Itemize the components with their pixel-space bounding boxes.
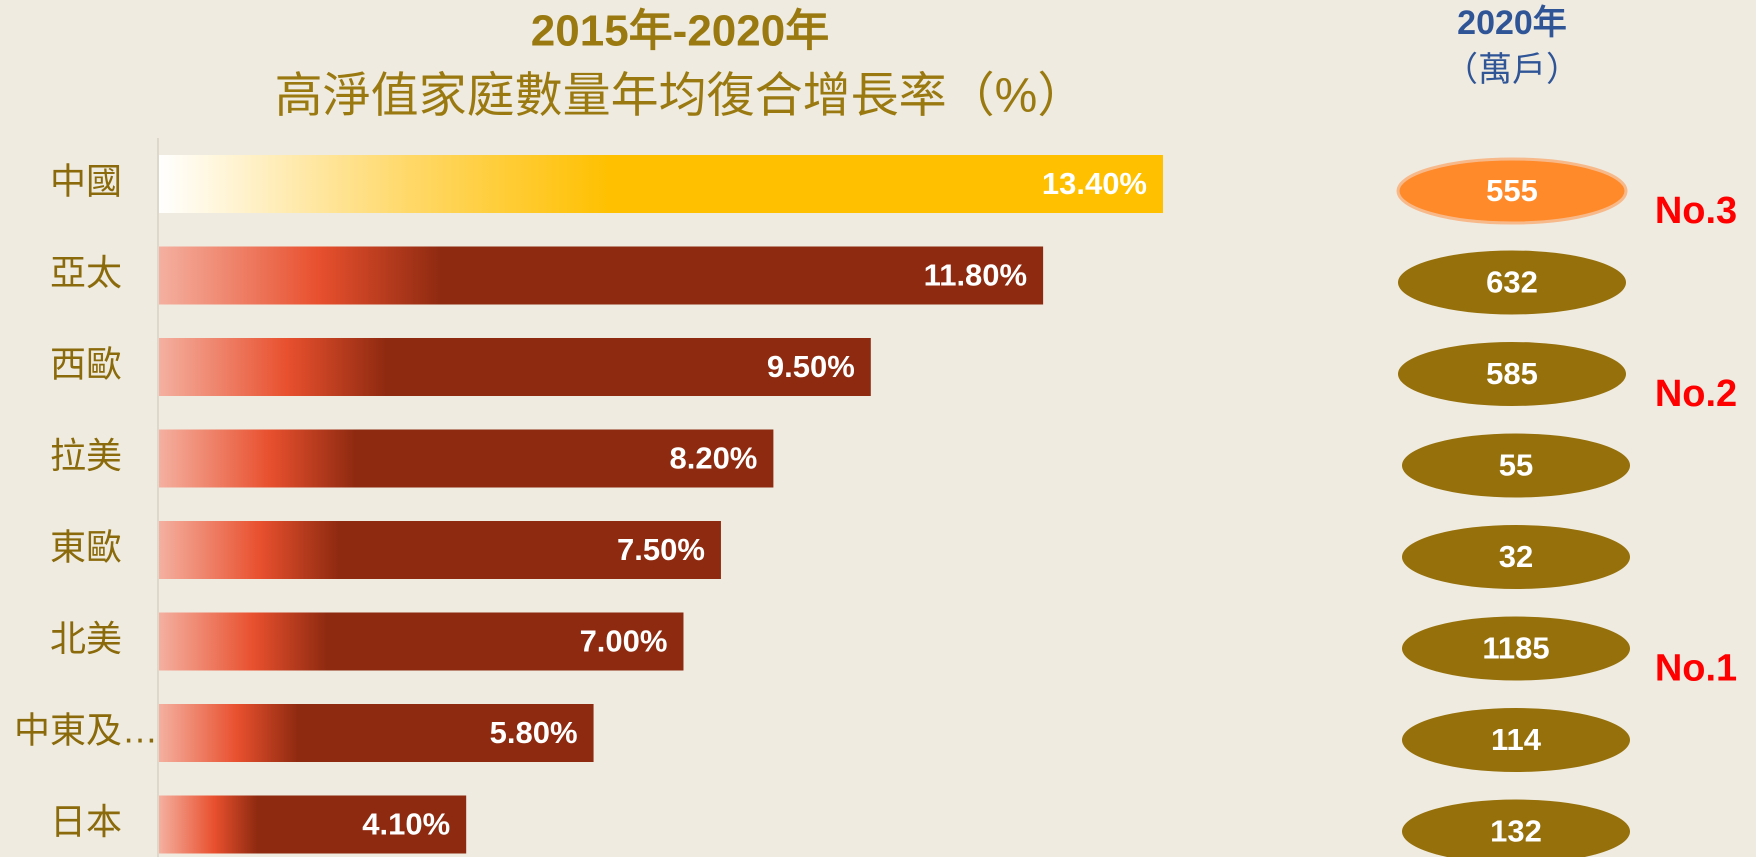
category-label: 拉美 [50, 435, 122, 476]
household-ellipse [1402, 799, 1630, 857]
chart-title: 2015年-2020年 [531, 7, 829, 56]
household-label: 1185 [1482, 631, 1549, 666]
category-label: 亞太 [50, 252, 122, 293]
household-ellipse [1402, 708, 1630, 772]
household-label: 132 [1490, 814, 1542, 849]
household-label: 555 [1486, 173, 1538, 208]
chart-subtitle: 高淨值家庭數量年均復合增長率（%） [275, 70, 1086, 123]
household-label: 632 [1486, 265, 1538, 300]
value-label: 7.50% [617, 532, 705, 567]
bar [159, 795, 467, 854]
category-label: 中國 [50, 161, 122, 202]
value-label: 5.80% [490, 715, 578, 750]
value-label: 8.20% [669, 441, 757, 476]
household-ellipse [1402, 433, 1630, 498]
bar [159, 155, 1163, 213]
household-ellipse [1402, 525, 1630, 589]
households-title: 2020年 [1457, 4, 1567, 42]
value-label: 13.40% [1042, 166, 1147, 201]
household-ellipse [1402, 616, 1630, 681]
category-label: 西歐 [50, 344, 122, 385]
bar [159, 521, 721, 579]
category-label: 日本 [50, 801, 122, 842]
rank-label: No.2 [1655, 373, 1737, 415]
household-ellipse [1398, 250, 1626, 315]
bar [159, 612, 684, 671]
household-label: 32 [1499, 539, 1533, 574]
category-label: 北美 [50, 618, 122, 659]
household-label: 114 [1491, 722, 1542, 757]
rank-label: No.1 [1655, 648, 1737, 690]
household-ellipse [1398, 342, 1626, 406]
value-label: 4.10% [362, 807, 450, 842]
bar [159, 704, 594, 762]
household-label: 585 [1486, 356, 1538, 391]
value-label: 9.50% [767, 349, 855, 384]
bar [159, 429, 774, 488]
bar [159, 338, 871, 396]
rank-label: No.3 [1655, 190, 1737, 232]
households-unit: （萬戶） [1444, 51, 1580, 89]
bar [159, 246, 1044, 305]
household-ellipse [1396, 157, 1628, 225]
value-label: 7.00% [580, 624, 668, 659]
category-label: 東歐 [50, 527, 122, 568]
value-label: 11.80% [924, 258, 1027, 293]
household-label: 55 [1499, 448, 1533, 483]
category-label: 中東及… [14, 710, 158, 751]
